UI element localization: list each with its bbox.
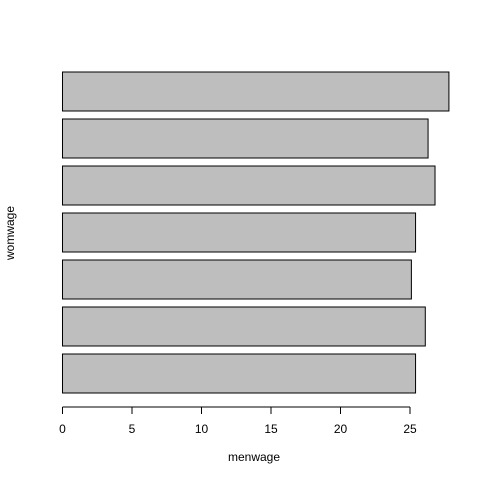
- bar-4: [62, 212, 417, 253]
- bar-6: [62, 118, 429, 159]
- bar-5: [62, 165, 436, 206]
- x-tick-label-5: 5: [129, 422, 136, 436]
- bar-1: [62, 353, 417, 394]
- x-tick-label-0: 0: [59, 422, 66, 436]
- x-axis: 0 5 10 15 20 25: [59, 406, 417, 436]
- bars-group: [62, 71, 450, 394]
- x-tick-label-10: 10: [195, 422, 209, 436]
- x-tick-label-20: 20: [334, 422, 348, 436]
- x-tick-label-25: 25: [403, 422, 417, 436]
- bar-3: [62, 259, 412, 300]
- bar-7: [62, 71, 450, 112]
- x-axis-label: menwage: [228, 450, 280, 464]
- y-axis-label: womwage: [3, 206, 17, 261]
- x-tick-label-15: 15: [264, 422, 278, 436]
- bar-2: [62, 306, 426, 347]
